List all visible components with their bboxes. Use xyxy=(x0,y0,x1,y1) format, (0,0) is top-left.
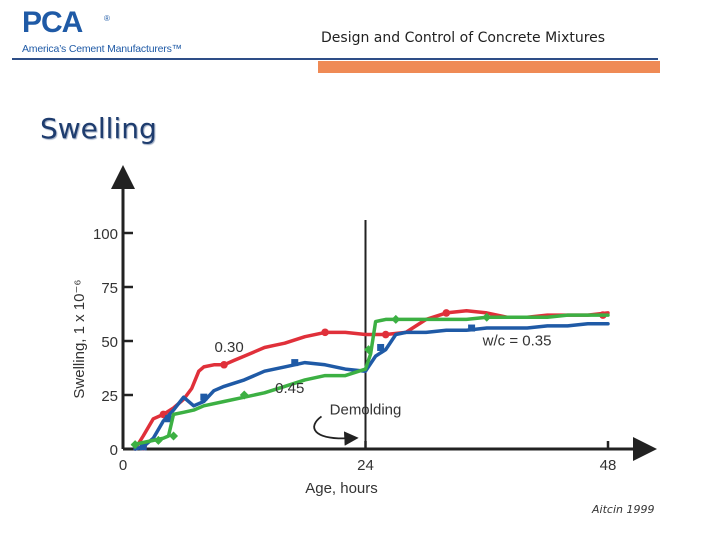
series-point xyxy=(220,360,228,369)
logo-wordmark: PCA xyxy=(22,6,83,39)
slide-title: Swelling xyxy=(40,112,157,145)
series-point xyxy=(442,309,451,317)
series-point xyxy=(321,328,329,337)
annotation-label: 0.30 xyxy=(214,339,243,356)
y-tick-label: 100 xyxy=(93,226,118,243)
pca-logo: PCA ® America’s Cement Manufacturers™ xyxy=(22,6,192,56)
series-point xyxy=(164,415,172,423)
series-point xyxy=(169,431,179,441)
x-tick-label: 0 xyxy=(119,457,127,474)
demolding-arrow xyxy=(313,415,359,446)
header-accent-bar xyxy=(318,61,660,73)
series-point xyxy=(291,359,299,367)
header-title: Design and Control of Concrete Mixtures xyxy=(321,30,606,46)
series-point xyxy=(381,330,390,339)
y-tick-label: 75 xyxy=(101,280,118,297)
logo-tagline: America’s Cement Manufacturers™ xyxy=(22,43,182,55)
series-line xyxy=(131,313,610,447)
y-tick-label: 25 xyxy=(101,388,118,405)
series-point xyxy=(391,314,401,324)
series-point xyxy=(139,443,147,451)
citation: Aitcin 1999 xyxy=(592,503,655,516)
y-tick-label: 0 xyxy=(110,442,118,459)
series-line xyxy=(133,321,610,451)
series-point xyxy=(239,390,249,400)
series-point xyxy=(468,324,476,332)
series-point xyxy=(130,440,140,450)
annotation-label: 0.45 xyxy=(275,380,304,397)
y-axis-label: Swelling, 1 x 10⁻⁶ xyxy=(71,279,88,398)
logo-registered-mark: ® xyxy=(104,14,110,23)
x-tick-label: 48 xyxy=(600,457,617,474)
series-point xyxy=(377,343,385,351)
series-point xyxy=(200,393,208,401)
y-tick-label: 50 xyxy=(101,334,118,351)
series-point xyxy=(364,345,374,355)
series-point xyxy=(153,435,163,445)
x-tick-label: 24 xyxy=(357,457,374,474)
header-rule xyxy=(12,58,658,60)
series-point xyxy=(482,312,492,322)
swelling-chart: 0 25 50 75 100 0 24 48 Age, hours Swelling, 1 x … xyxy=(71,165,657,497)
annotation-label: Demolding xyxy=(330,401,402,418)
x-axis-label: Age, hours xyxy=(305,480,378,497)
annotation-label: w/c = 0.35 xyxy=(482,332,552,349)
